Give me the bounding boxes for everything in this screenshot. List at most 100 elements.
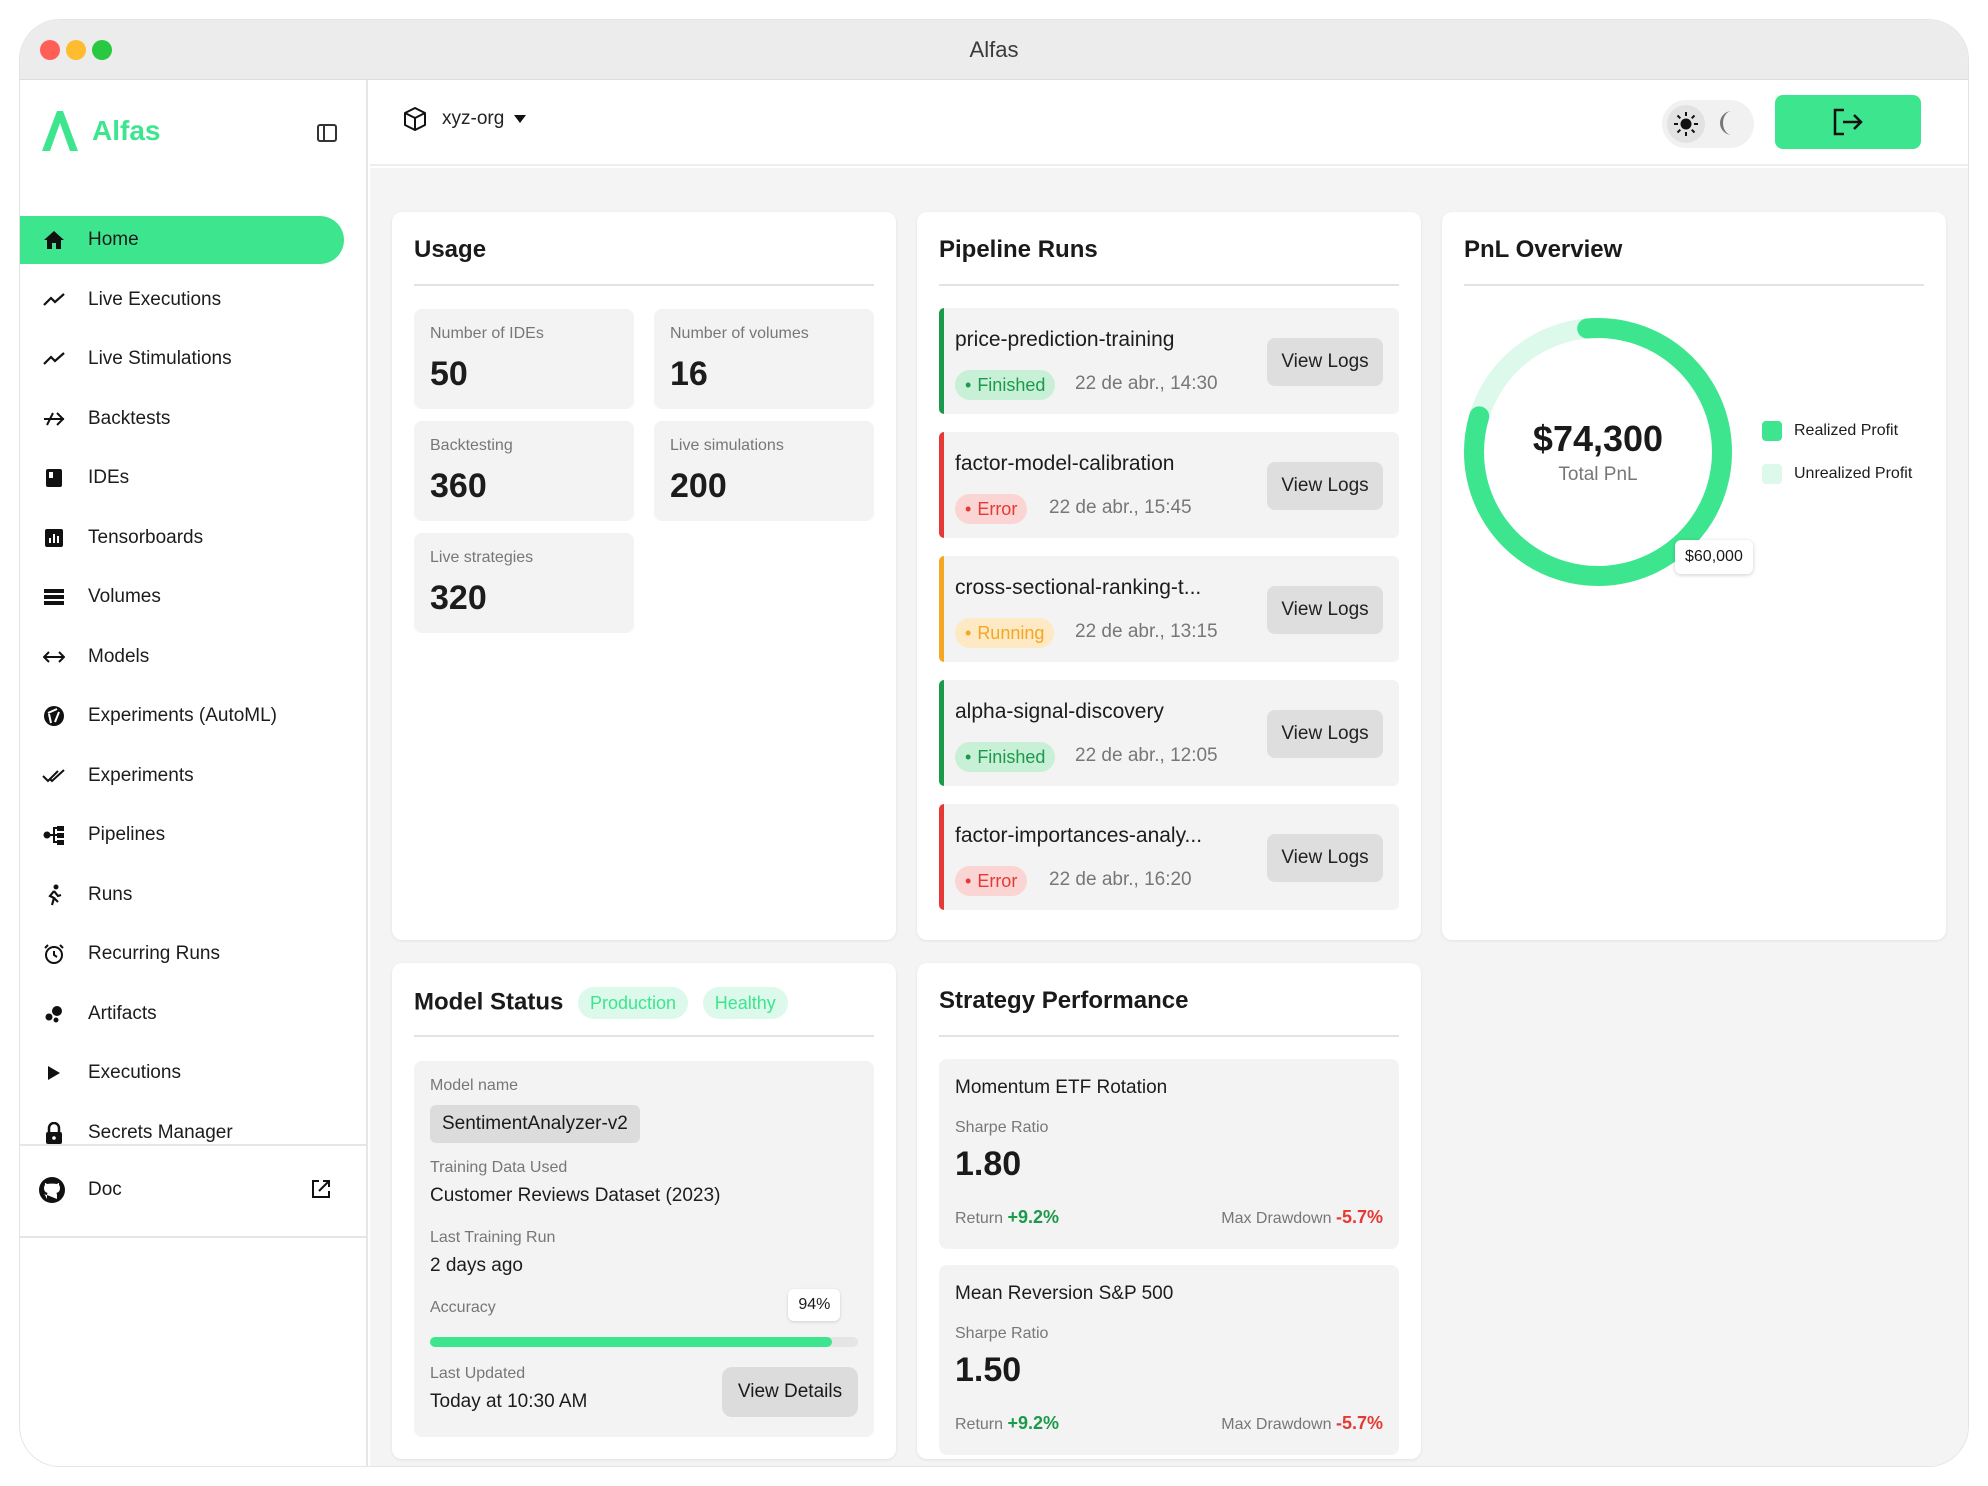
stat-live-strategies: Live strategies 320 xyxy=(414,533,634,633)
view-logs-button[interactable]: View Logs xyxy=(1267,710,1383,758)
status-label: Error xyxy=(977,870,1018,891)
stat-label: Backtesting xyxy=(430,437,513,454)
return-row: Return +9.2% xyxy=(955,1207,1059,1228)
card-divider xyxy=(414,1035,874,1037)
run-name: factor-model-calibration xyxy=(955,452,1175,475)
sidebar-item-live-stimulations[interactable]: Live Stimulations xyxy=(20,335,366,383)
pipeline-run-item[interactable]: alpha-signal-discovery • Finished 22 de abr… xyxy=(939,680,1399,786)
badge-production: Production xyxy=(578,987,689,1019)
sidebar-item-live-executions[interactable]: Live Executions xyxy=(20,276,366,324)
sidebar-item-label: Home xyxy=(88,229,139,250)
sidebar-item-volumes[interactable]: Volumes xyxy=(20,573,366,621)
double-check-icon xyxy=(42,764,66,788)
stat-backtesting: Backtesting 360 xyxy=(414,421,634,521)
minimize-window-button[interactable] xyxy=(66,40,86,60)
view-logs-button[interactable]: View Logs xyxy=(1267,586,1383,634)
org-selector[interactable]: xyz-org xyxy=(402,106,527,132)
brand-logo[interactable]: Alfas xyxy=(40,106,160,156)
usage-card: Usage Number of IDEs 50 Number of volume… xyxy=(392,212,896,940)
maximize-window-button[interactable] xyxy=(92,40,112,60)
status-dot: • xyxy=(965,746,972,767)
sidebar-item-label: Secrets Manager xyxy=(88,1121,233,1143)
logout-button[interactable] xyxy=(1775,95,1921,149)
sidebar-item-executions[interactable]: Executions xyxy=(20,1049,366,1097)
sidebar-item-ides[interactable]: IDEs xyxy=(20,454,366,502)
sidebar-item-artifacts[interactable]: Artifacts xyxy=(20,990,366,1038)
sidebar-item-runs[interactable]: Runs xyxy=(20,871,366,919)
org-name: xyz-org xyxy=(442,108,505,129)
run-name: factor-importances-analy... xyxy=(955,824,1203,847)
sidebar-item-label: IDEs xyxy=(88,467,130,488)
legend-label: Unrealized Profit xyxy=(1794,465,1913,482)
pipeline-run-item[interactable]: factor-model-calibration • Error 22 de abr.… xyxy=(939,432,1399,538)
stat-value: 50 xyxy=(430,355,468,393)
trend-icon xyxy=(42,347,66,371)
drawdown-label: Max Drawdown xyxy=(1221,1416,1332,1433)
trend-icon xyxy=(42,288,66,312)
logout-icon xyxy=(1833,108,1863,136)
strategy-name: Momentum ETF Rotation xyxy=(955,1077,1168,1098)
view-logs-button[interactable]: View Logs xyxy=(1267,338,1383,386)
sidebar-item-tensorboards[interactable]: Tensorboards xyxy=(20,514,366,562)
pipeline-run-item[interactable]: cross-sectional-ranking-t... • Running 22 d… xyxy=(939,556,1399,662)
sidebar-item-label: Experiments (AutoML) xyxy=(88,705,278,726)
sidebar-item-label: Artifacts xyxy=(88,1002,157,1024)
close-window-button[interactable] xyxy=(40,40,60,60)
status-bar xyxy=(939,680,944,786)
theme-toggle[interactable] xyxy=(1662,100,1754,148)
accuracy-label: Accuracy xyxy=(430,1299,496,1316)
pnl-total-label: Total PnL xyxy=(1558,464,1638,485)
stat-value: 320 xyxy=(430,579,487,617)
alfas-logo-icon xyxy=(42,111,78,151)
status-badge: • Error xyxy=(955,866,1028,896)
status-bar xyxy=(939,308,944,414)
run-date: 22 de abr., 12:05 xyxy=(1075,745,1218,766)
sidebar-item-experiments[interactable]: Experiments xyxy=(20,752,366,800)
strategy-item[interactable]: Momentum ETF Rotation Sharpe Ratio 1.80 … xyxy=(939,1059,1399,1249)
model-details: Model name SentimentAnalyzer-v2 Training… xyxy=(414,1061,874,1437)
sidebar-item-home[interactable]: Home xyxy=(20,216,344,264)
status-label: Finished xyxy=(977,374,1046,395)
pipeline-run-item[interactable]: price-prediction-training • Finished 22 de … xyxy=(939,308,1399,414)
sidebar-item-doc[interactable]: Doc xyxy=(20,1166,366,1214)
sidebar-item-label: Experiments xyxy=(88,764,194,786)
return-label: Return xyxy=(955,1210,1004,1227)
sidebar-toggle-icon[interactable] xyxy=(316,122,338,149)
run-date: 22 de abr., 16:20 xyxy=(1049,869,1192,890)
realized-arc[interactable] xyxy=(1464,318,1733,587)
moon-icon[interactable] xyxy=(1716,108,1740,143)
merge-arrows-icon xyxy=(42,407,66,431)
sharpe-value: 1.50 xyxy=(955,1351,1022,1389)
external-link-icon[interactable] xyxy=(310,1178,332,1206)
status-dot: • xyxy=(965,870,972,891)
updated-value: Today at 10:30 AM xyxy=(430,1391,588,1412)
sidebar-item-models[interactable]: Models xyxy=(20,633,366,681)
sidebar-item-experiments-automl[interactable]: Experiments (AutoML) xyxy=(20,692,366,740)
view-details-button[interactable]: View Details xyxy=(722,1367,858,1417)
strategy-item[interactable]: Mean Reversion S&P 500 Sharpe Ratio 1.50… xyxy=(939,1265,1399,1455)
sun-icon[interactable] xyxy=(1667,105,1705,143)
status-bar xyxy=(939,556,944,662)
model-name-chip: SentimentAnalyzer-v2 xyxy=(430,1105,640,1143)
app-window: Alfas Alfas Home Live Executions Live St… xyxy=(20,20,1968,1466)
status-badge: • Running xyxy=(955,618,1055,648)
return-label: Return xyxy=(955,1416,1004,1433)
status-badge: • Error xyxy=(955,494,1028,524)
status-badge: • Finished xyxy=(955,370,1056,400)
sidebar-item-label: Executions xyxy=(88,1062,181,1083)
sidebar-item-backtests[interactable]: Backtests xyxy=(20,395,366,443)
view-logs-button[interactable]: View Logs xyxy=(1267,834,1383,882)
sidebar-item-secrets-manager[interactable]: Secrets Manager xyxy=(20,1109,366,1157)
pipeline-run-item[interactable]: factor-importances-analy... • Error 22 de a… xyxy=(939,804,1399,910)
window-title: Alfas xyxy=(969,37,1019,62)
sidebar-divider xyxy=(20,1144,366,1146)
accuracy-progress-bar xyxy=(430,1337,858,1347)
sidebar-item-pipelines[interactable]: Pipelines xyxy=(20,811,366,859)
legend-swatch xyxy=(1762,464,1782,484)
runner-icon xyxy=(42,883,66,907)
legend-unrealized: Unrealized Profit xyxy=(1762,464,1912,484)
sidebar-divider xyxy=(20,1236,366,1238)
return-value: +9.2% xyxy=(1007,1413,1060,1433)
view-logs-button[interactable]: View Logs xyxy=(1267,462,1383,510)
sidebar-item-recurring-runs[interactable]: Recurring Runs xyxy=(20,930,366,978)
